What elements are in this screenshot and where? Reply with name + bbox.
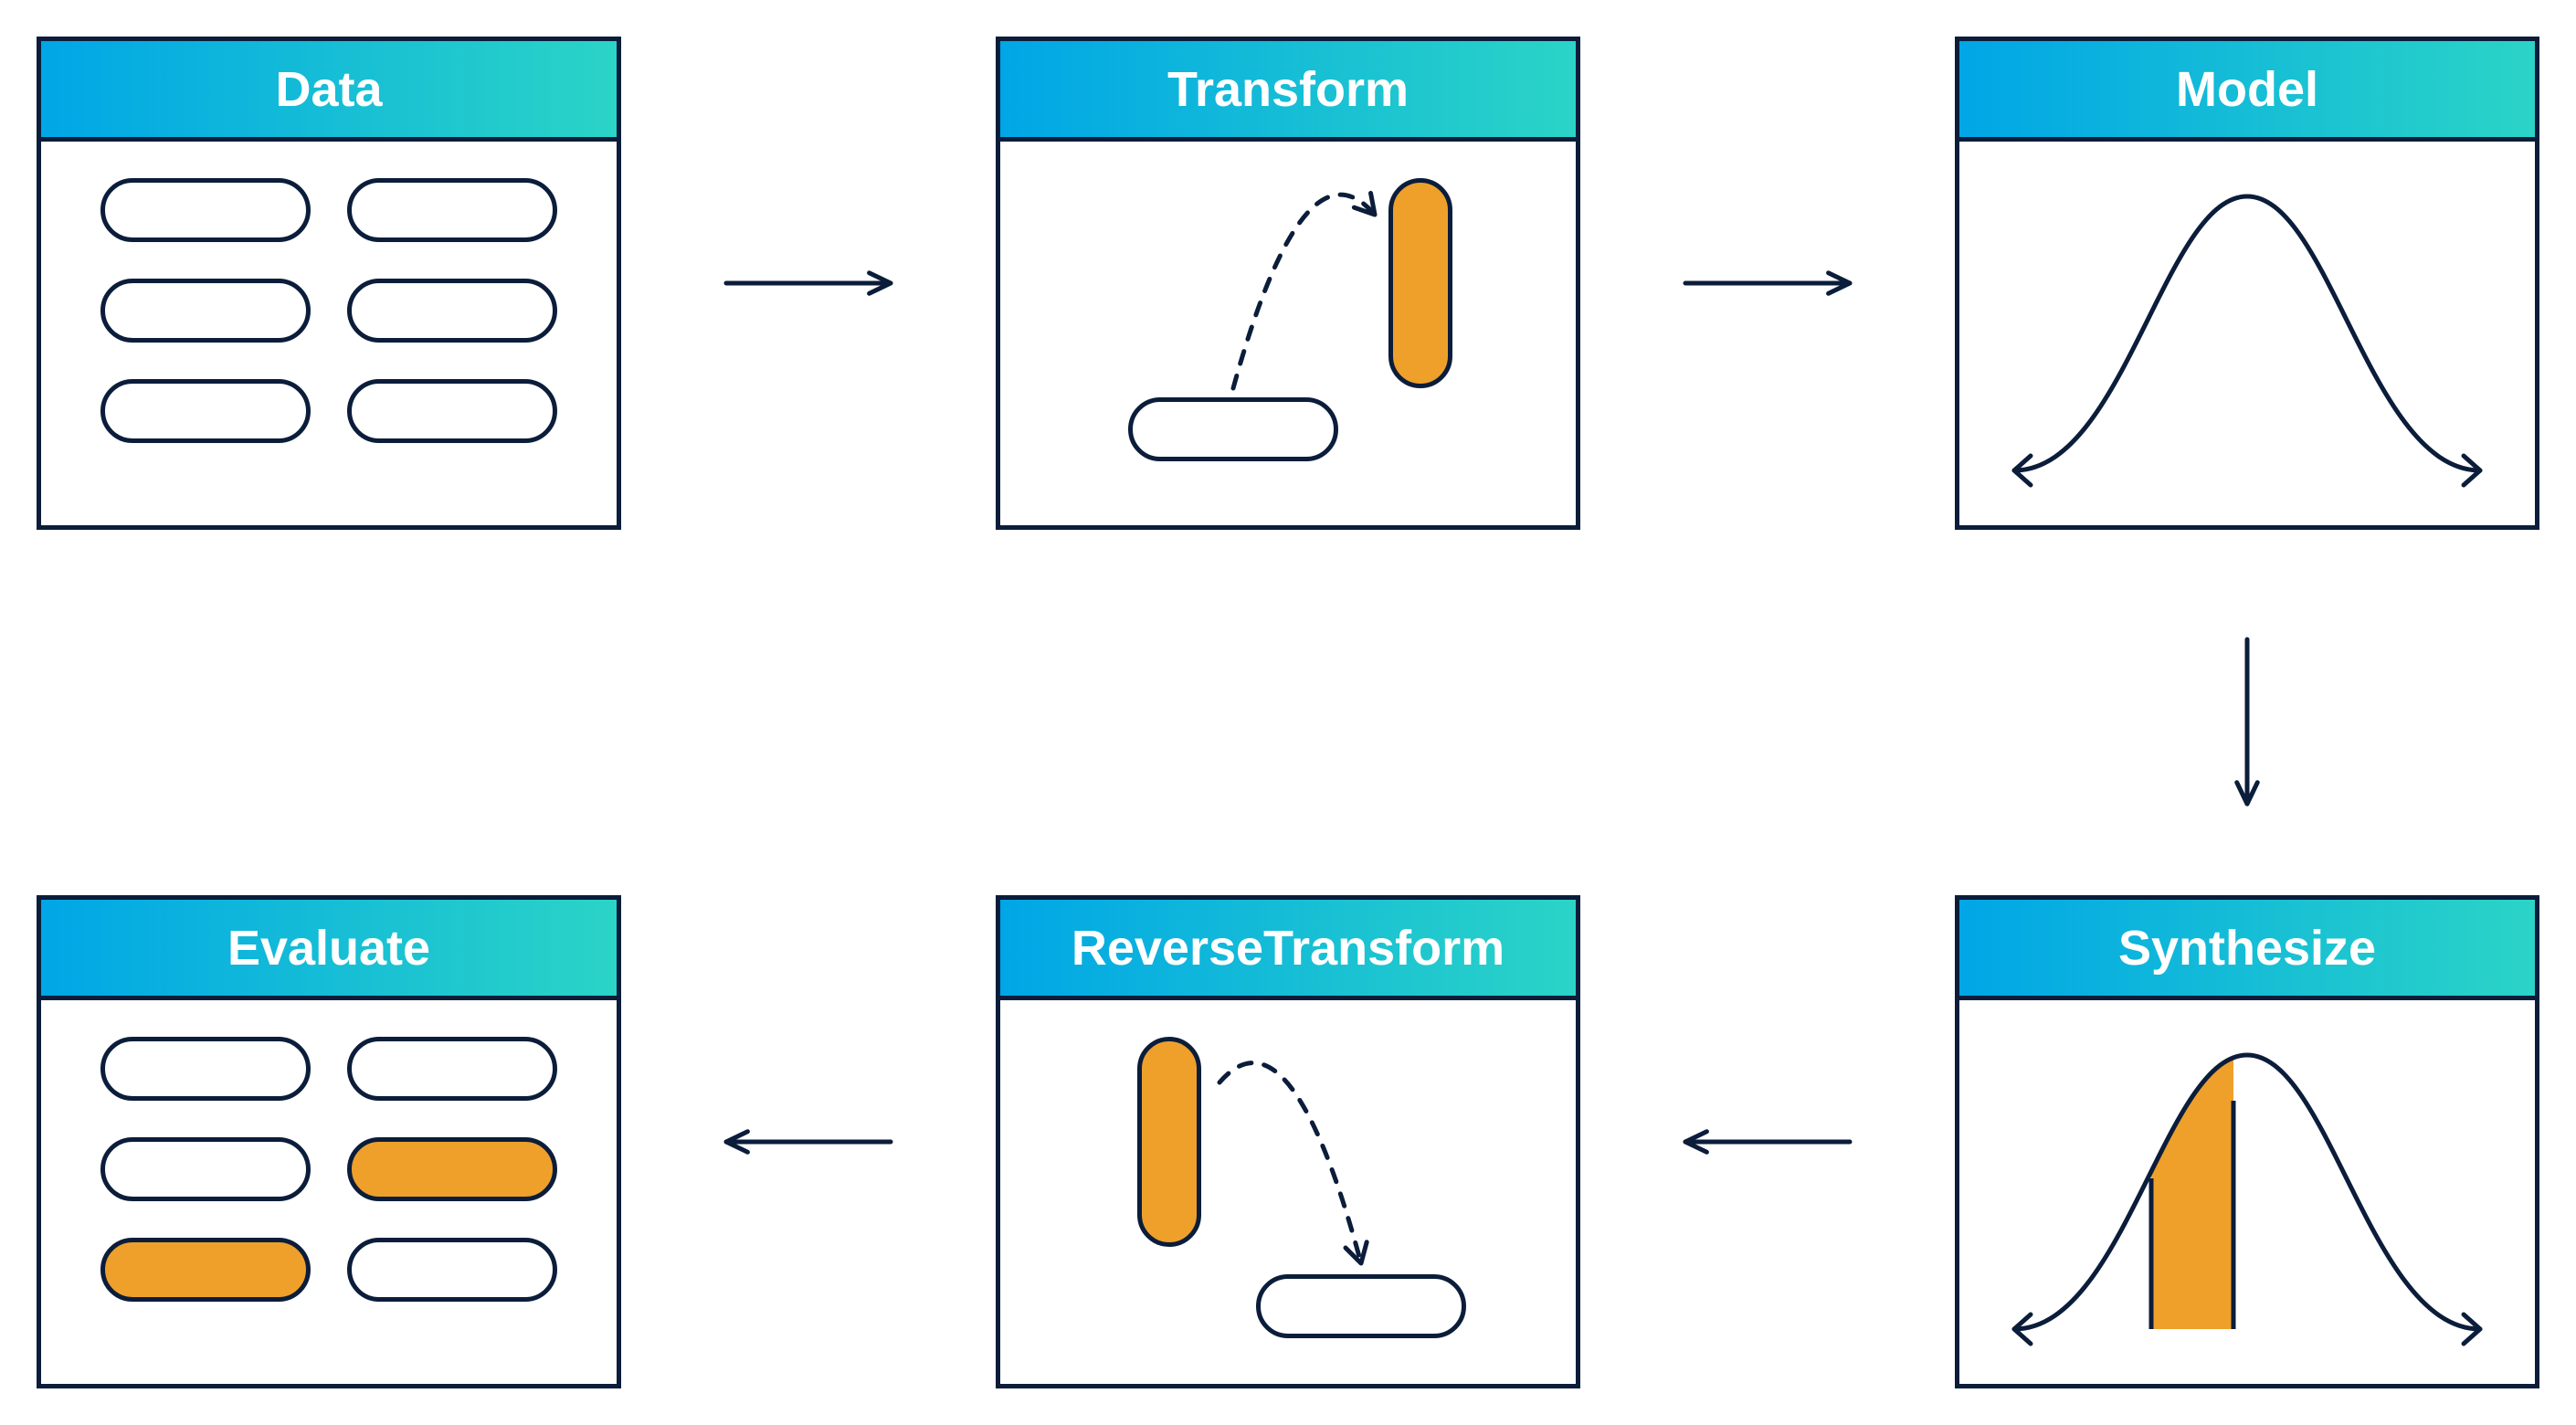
card-header: Synthesize [1959,900,2535,1000]
card-transform: Transform [996,37,1580,530]
pill-shape [100,279,311,343]
pill-shape [347,1238,557,1302]
card-title: Transform [1167,61,1409,118]
card-header: Transform [1000,41,1576,142]
card-title: ReverseTransform [1072,920,1504,976]
dashed-arc [1000,1000,1576,1384]
card-body [1959,1000,2535,1384]
pill-shape [100,379,311,443]
flow-arrow [1652,168,1883,398]
card-header: ReverseTransform [1000,900,1576,1000]
card-header: Evaluate [41,900,617,1000]
card-title: Evaluate [227,920,430,976]
pill-shape [347,178,557,242]
pipeline-diagram: Data Transform Model Synthesize ReverseTrans… [0,0,2576,1425]
card-reverse: ReverseTransform [996,895,1580,1388]
bell-curve [1959,1000,2535,1384]
flow-arrow [693,1027,924,1257]
pill-shape [100,178,311,242]
dashed-arc [1000,142,1576,525]
pill-shape [100,1137,311,1201]
card-synthesize: Synthesize [1955,895,2539,1388]
pill-shape [100,1037,311,1101]
card-model: Model [1955,37,2539,530]
card-body [41,142,617,525]
bell-curve [1959,142,2535,525]
card-header: Data [41,41,617,142]
pill-shape [347,1137,557,1201]
card-title: Data [275,61,382,118]
card-body [41,1000,617,1384]
pill-shape [347,1037,557,1101]
flow-arrow [1652,1027,1883,1257]
card-evaluate: Evaluate [37,895,621,1388]
pill-shape [347,379,557,443]
card-title: Model [2176,61,2318,118]
card-header: Model [1959,41,2535,142]
card-data: Data [37,37,621,530]
flow-arrow [693,168,924,398]
card-body [1000,1000,1576,1384]
card-title: Synthesize [2118,920,2376,976]
pill-shape [347,279,557,343]
pill-shape [100,1238,311,1302]
card-body [1959,142,2535,525]
card-body [1000,142,1576,525]
flow-arrow [2132,607,2362,837]
